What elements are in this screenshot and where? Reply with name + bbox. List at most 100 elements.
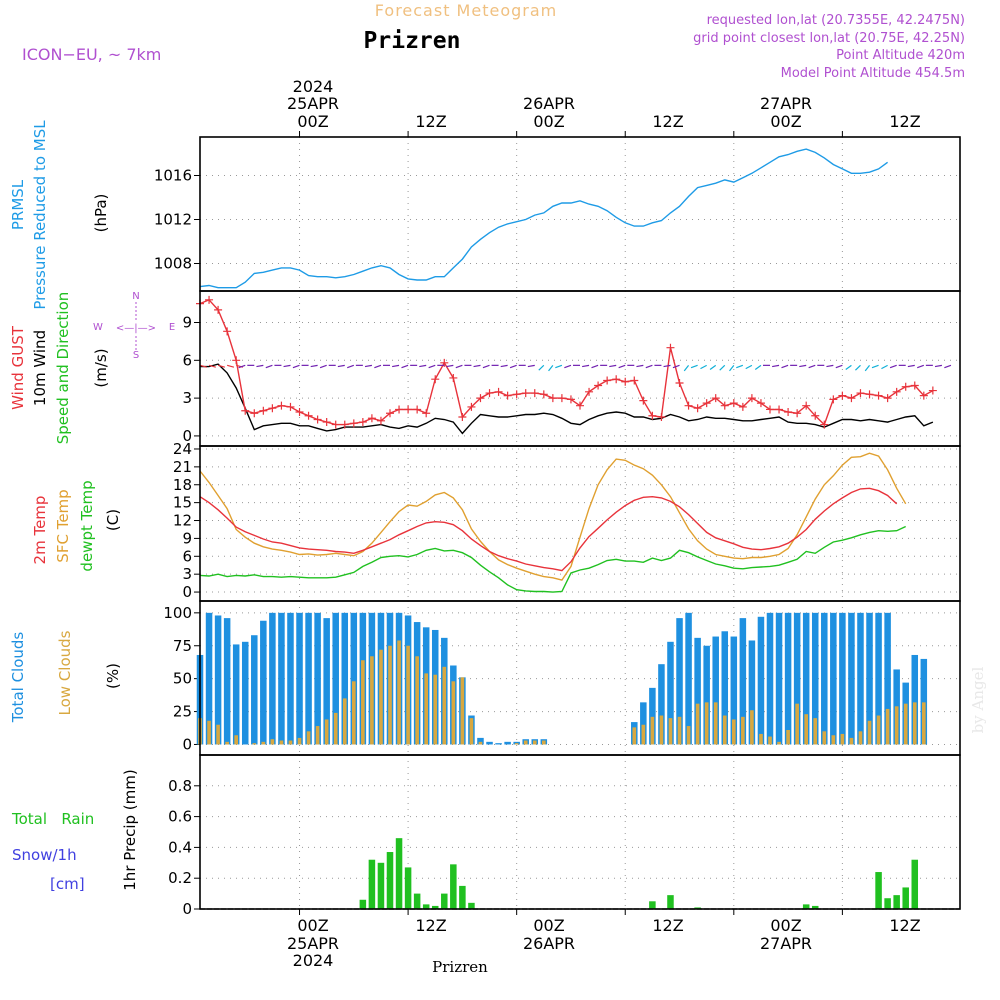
y-tick-label: 12 — [173, 512, 192, 530]
total-cloud-bar — [323, 618, 330, 745]
low-cloud-bar — [768, 736, 772, 745]
wind-dir-arrow — [292, 364, 300, 369]
gust-marker — [838, 391, 847, 400]
low-cloud-bar — [732, 719, 736, 745]
gust-marker — [729, 399, 738, 408]
gust-marker — [630, 376, 639, 385]
y-tick-label: 21 — [173, 458, 192, 476]
low-cloud-bar — [388, 645, 392, 745]
gust-marker — [585, 387, 594, 396]
bottom-tick-4: 12Z — [652, 916, 683, 935]
gust-marker — [395, 405, 404, 414]
cloud-labels: Total Clouds Low Clouds (%) — [9, 630, 122, 723]
rain-bar — [893, 895, 900, 909]
low-cloud-bar — [315, 726, 320, 745]
wind-dir-arrow — [772, 364, 780, 368]
total-cloud-bar — [821, 612, 828, 745]
low-cloud-bar — [225, 741, 229, 745]
gust-marker — [449, 373, 458, 382]
wind-dir-arrow — [548, 364, 554, 372]
total-cloud-bar — [341, 612, 349, 745]
y-tick-label: 50 — [173, 670, 192, 688]
total-cloud-bar — [278, 612, 285, 745]
gust-marker — [775, 405, 784, 414]
low-cloud-bar — [397, 640, 401, 745]
rain-bar — [468, 902, 475, 909]
wind-dir-arrow — [217, 364, 226, 368]
total-cloud-bar — [260, 620, 267, 745]
low-clouds-label: Low Clouds — [56, 630, 74, 715]
gust-marker — [820, 420, 829, 429]
gust-marker — [313, 415, 322, 424]
total-cloud-bar — [712, 636, 719, 745]
low-cloud-bar — [370, 656, 374, 745]
total-cloud-bar — [640, 702, 647, 745]
gust-marker — [865, 390, 874, 399]
top-tick-2: 12Z — [415, 112, 446, 131]
rain-bar — [802, 904, 810, 909]
low-cloud-bar — [333, 712, 338, 745]
wind-dir-arrow — [944, 364, 952, 369]
total-cloud-bar — [848, 612, 855, 745]
low-cloud-bar — [650, 716, 655, 745]
requested-coords: requested lon,lat (20.7355E, 42.2475N) — [707, 13, 965, 28]
wind-dir-arrow — [428, 364, 436, 369]
y-tick-label: 100 — [163, 604, 192, 622]
gust-marker — [557, 394, 566, 403]
y-tick-label: 0 — [182, 427, 192, 445]
y-tick-label: 1012 — [154, 211, 192, 229]
wind-dir-arrow — [199, 364, 207, 368]
gust-marker — [784, 407, 793, 416]
wind-dir-arrow — [672, 364, 680, 369]
y-tick-label: 15 — [173, 494, 192, 512]
rain-bar — [377, 862, 385, 909]
wind-dir-arrow — [609, 364, 617, 368]
low-cloud-bar — [478, 741, 483, 745]
gust-marker — [576, 401, 584, 410]
low-cloud-bar — [442, 666, 447, 745]
low-cloud-bar — [894, 706, 899, 745]
rain-bar — [875, 872, 882, 909]
gust-line — [199, 298, 934, 426]
gust-marker — [847, 394, 856, 403]
y-tick-label: 0 — [182, 583, 192, 601]
wind-dir-arrow — [419, 364, 427, 368]
rain-bar — [884, 898, 891, 909]
wind-dir-arrow — [364, 364, 373, 368]
low-cloud-bar — [216, 724, 220, 745]
low-cloud-bar — [822, 731, 827, 745]
gust-marker — [675, 378, 684, 387]
low-cloud-bar — [831, 735, 836, 745]
wind-dir-arrow — [871, 364, 879, 369]
low-cloud-bar — [750, 710, 754, 745]
top-tick-1: 00Z — [297, 112, 328, 131]
snow-label: Snow/1h — [12, 846, 77, 864]
pressure-desc-label: Pressure Reduced to MSL — [31, 120, 49, 310]
total-cloud-bar — [667, 641, 674, 745]
wind-dir-arrow — [446, 364, 454, 368]
low-cloud-bar — [858, 731, 863, 745]
wind-dir-arrow — [256, 364, 264, 368]
temp-labels: 2m Temp SFC Temp dewpt Temp (C) — [31, 480, 122, 571]
wind-dir-arrow — [754, 364, 762, 370]
low-cloud-bar — [352, 681, 356, 745]
low-cloud-bar — [514, 743, 519, 745]
wind-dir-arrow — [555, 364, 563, 369]
wind-dir-arrow — [855, 364, 861, 371]
wind-dir-arrow — [645, 364, 653, 369]
low-cloud-bar — [922, 702, 926, 745]
total-cloud-bar — [857, 612, 864, 745]
top-tick-3: 00Z — [533, 112, 564, 131]
y-tick-label: 25 — [173, 703, 192, 721]
wind-dir-arrow — [582, 364, 590, 368]
low-cloud-bar — [324, 719, 329, 745]
rain-bar — [441, 893, 448, 909]
rain-bar — [667, 895, 674, 909]
y-tick-label: 18 — [173, 476, 192, 494]
low-cloud-bar — [659, 715, 664, 745]
total-clouds-label: Total Clouds — [9, 632, 27, 724]
gust-marker — [657, 413, 666, 422]
wind-dir-arrow — [392, 364, 400, 368]
total-cloud-bar — [658, 664, 665, 745]
y-tick-label: 1016 — [154, 167, 192, 185]
